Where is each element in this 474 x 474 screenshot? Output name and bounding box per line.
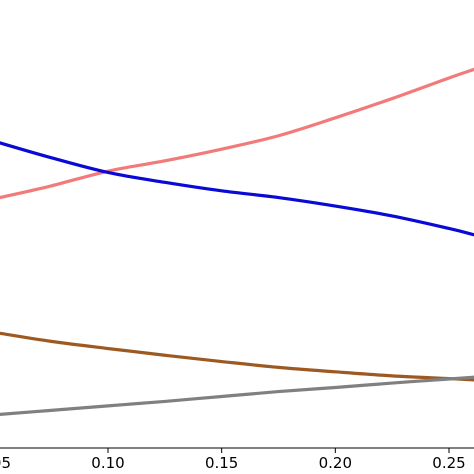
x-tick-label-4: 0.20 bbox=[319, 454, 352, 472]
series-line-3 bbox=[0, 331, 474, 382]
series-line-1 bbox=[0, 67, 474, 200]
x-tick-label-3: 0.15 bbox=[205, 454, 238, 472]
series-line-2 bbox=[0, 141, 474, 237]
x-tick-label-5: 0.25 bbox=[432, 454, 465, 472]
series-layer bbox=[0, 67, 474, 416]
x-axis-ticks: 0.05 0.10 0.15 0.20 0.25 bbox=[0, 448, 466, 472]
x-tick-label-1: 0.05 bbox=[0, 454, 11, 472]
series-line-4 bbox=[0, 375, 474, 416]
x-tick-label-2: 0.10 bbox=[91, 454, 124, 472]
